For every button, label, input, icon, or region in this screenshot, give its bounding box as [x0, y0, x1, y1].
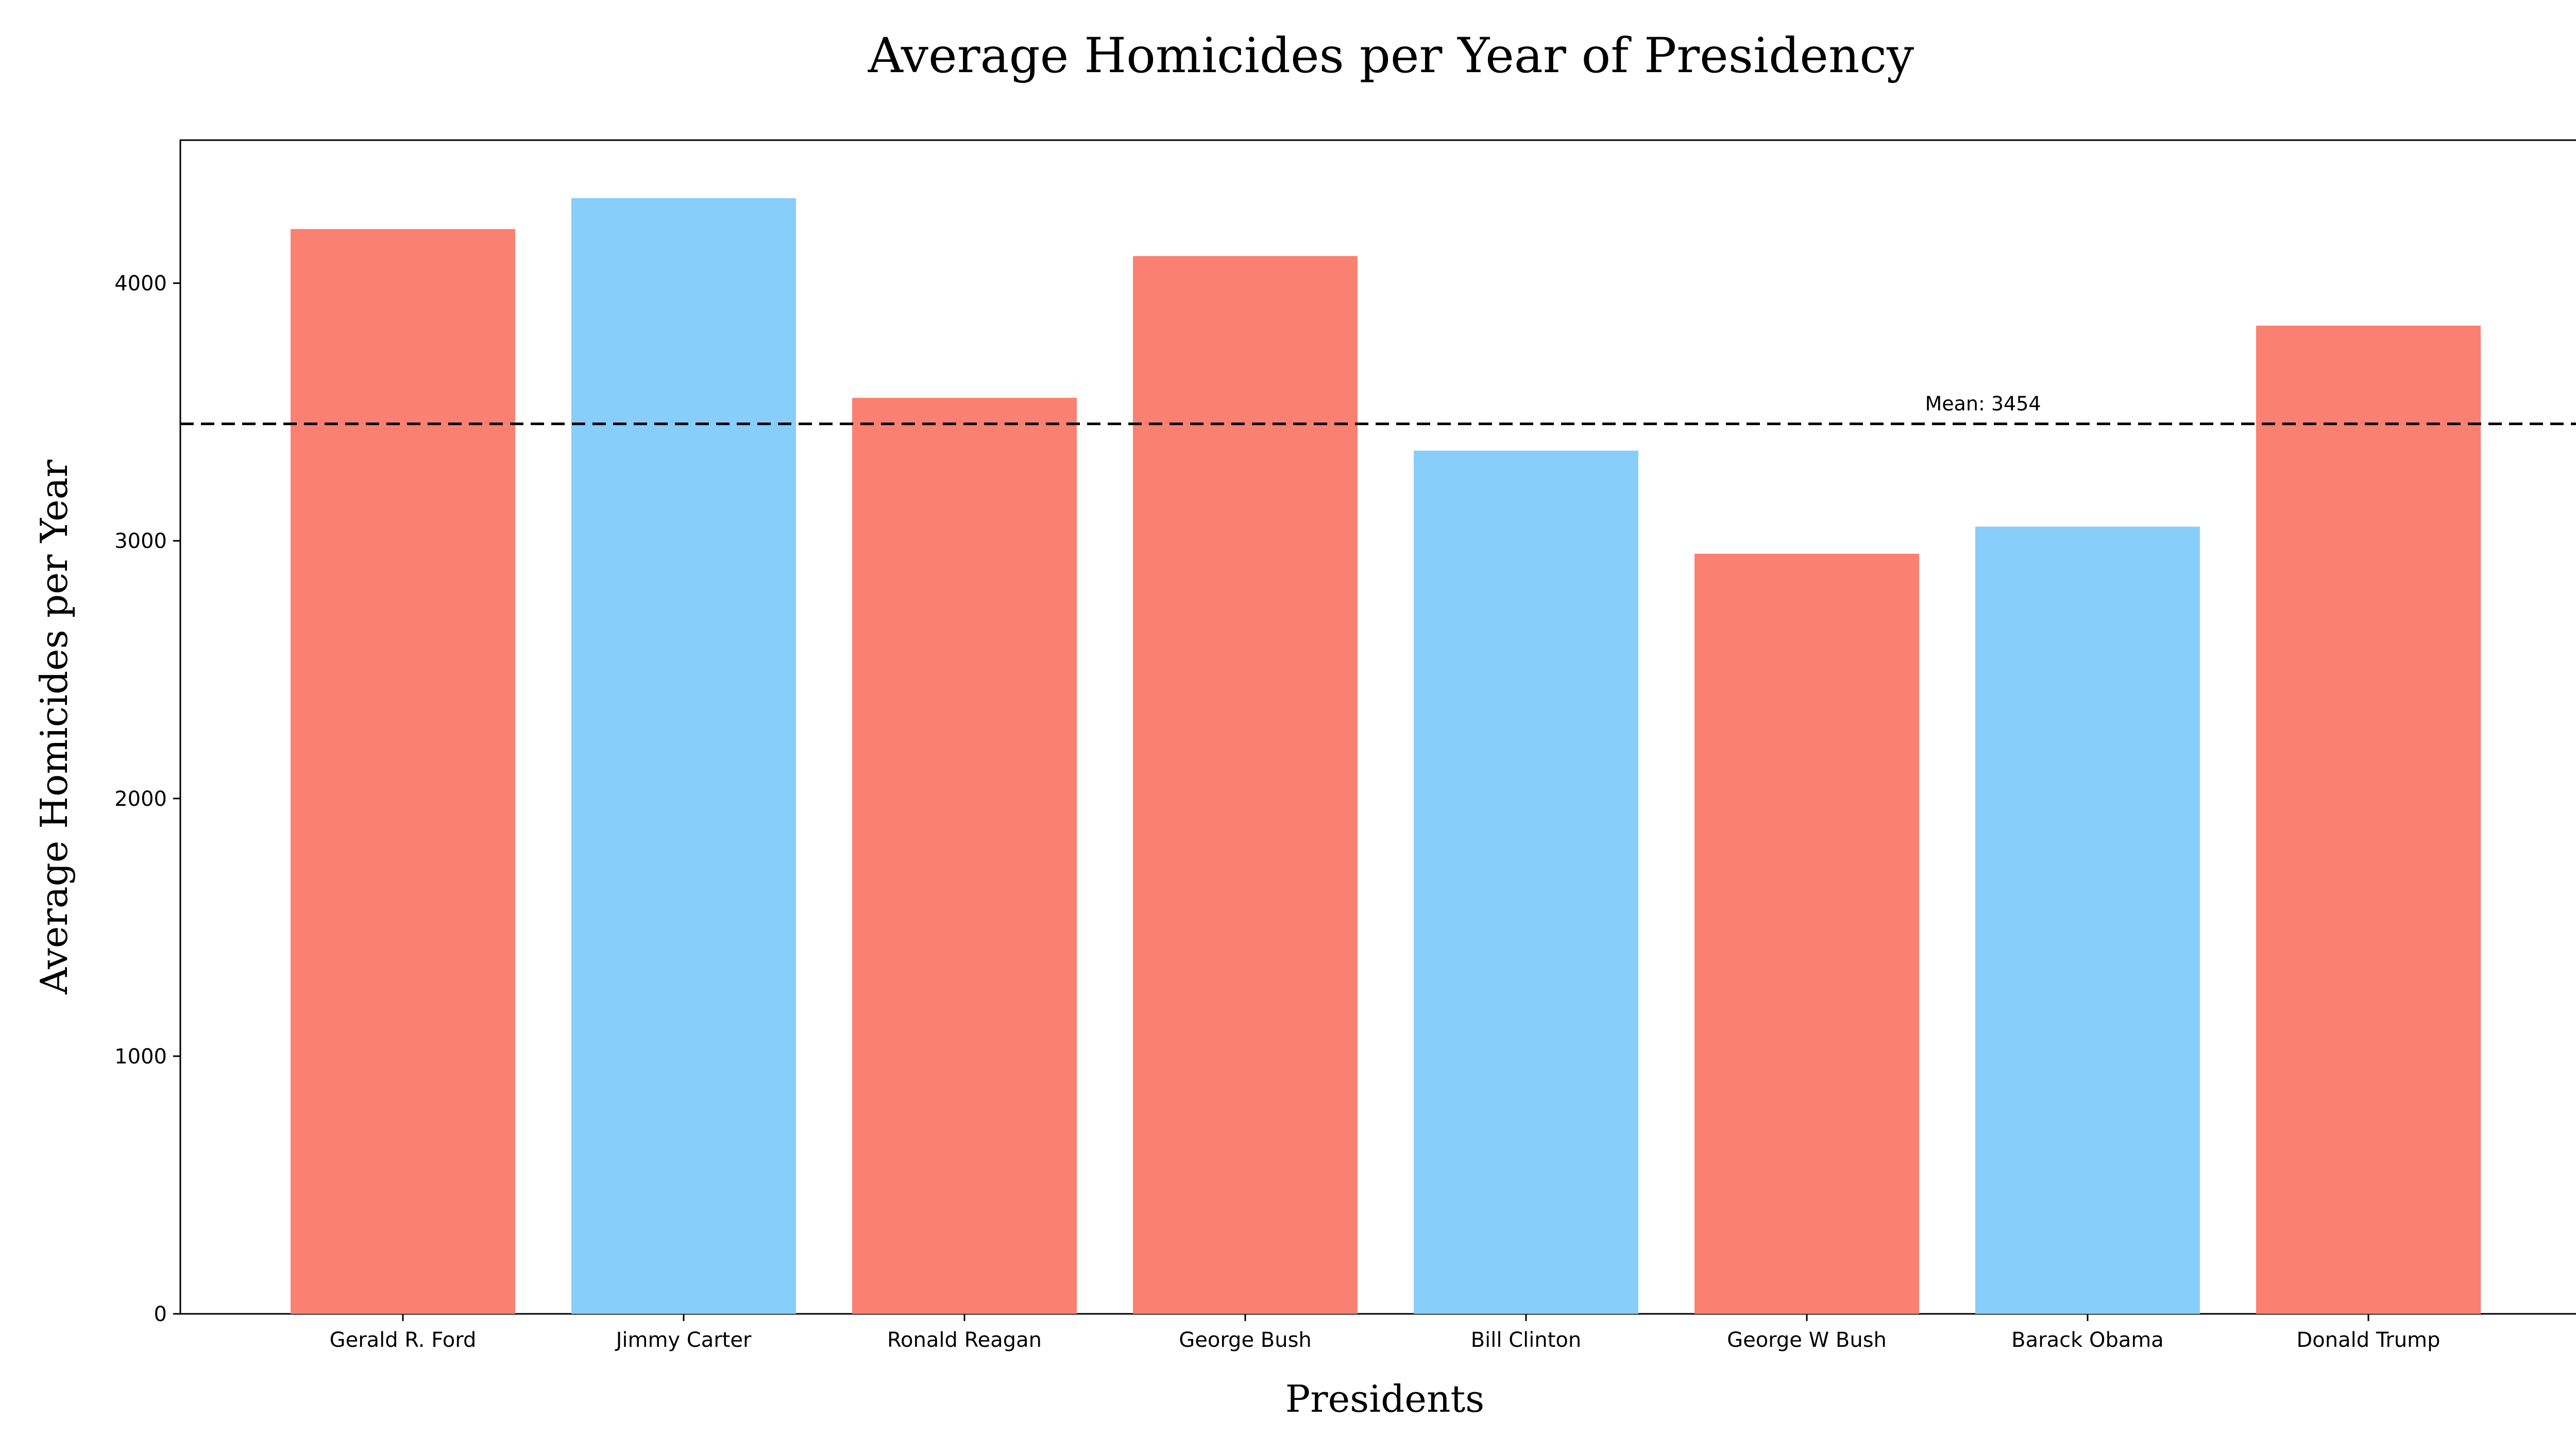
x-tick-label: Ronald Reagan	[887, 1328, 1042, 1352]
x-tick-label: George Bush	[1179, 1328, 1312, 1352]
y-axis: 0 1000 2000 3000 4000	[114, 272, 180, 1326]
y-tick-label: 0	[154, 1303, 167, 1326]
bar-jimmy-carter	[571, 198, 796, 1314]
x-tick-label: Donald Trump	[2296, 1328, 2440, 1352]
x-axis-label: Presidents	[1285, 1377, 1484, 1421]
y-tick-label: 4000	[114, 272, 167, 296]
x-tick-label: Gerald R. Ford	[330, 1328, 477, 1352]
bar-george-bush	[1133, 256, 1358, 1314]
y-tick-label: 1000	[114, 1045, 167, 1069]
bar-gerald-r-ford	[291, 229, 515, 1314]
x-tick-label: Jimmy Carter	[615, 1328, 752, 1352]
bar-barack-obama	[1975, 527, 2200, 1314]
bar-bill-clinton	[1414, 450, 1638, 1314]
x-axis: Gerald R. Ford Jimmy Carter Ronald Reagan G…	[330, 1314, 2441, 1352]
bar-donald-trump	[2256, 326, 2481, 1314]
mean-annotation: Mean: 3454	[1925, 393, 2041, 415]
x-tick-label: George W Bush	[1727, 1328, 1887, 1352]
bar-ronald-reagan	[852, 398, 1077, 1314]
x-tick-label: Bill Clinton	[1471, 1328, 1582, 1352]
plot-area-frame	[179, 139, 2576, 1315]
x-tick-label: Barack Obama	[2011, 1328, 2164, 1352]
bar-george-w-bush	[1694, 553, 1919, 1314]
y-tick-label: 2000	[114, 787, 167, 811]
y-tick-label: 3000	[114, 530, 167, 553]
chart-title: Average Homicides per Year of Presidency	[868, 28, 1914, 84]
y-axis-label: Average Homicides per Year	[32, 460, 76, 995]
bars-group	[291, 198, 2481, 1314]
